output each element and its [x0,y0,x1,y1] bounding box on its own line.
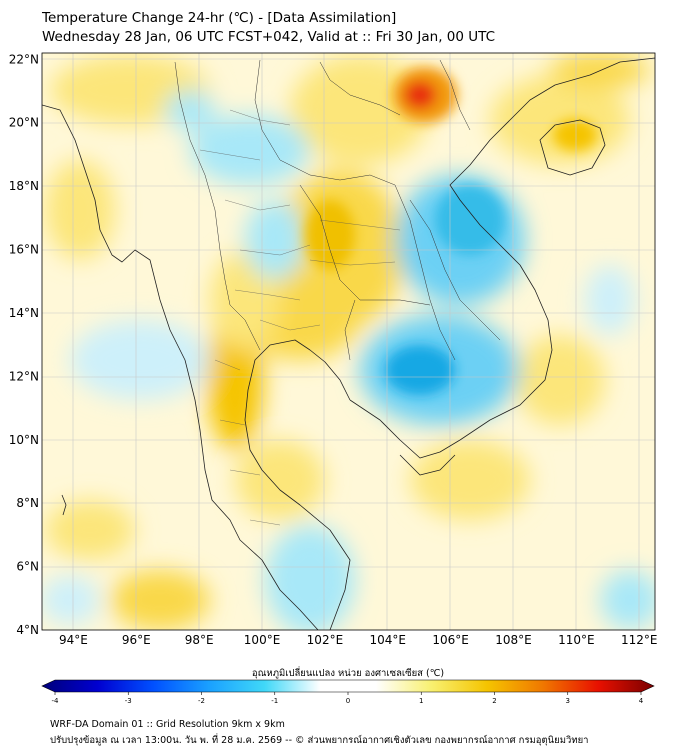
latitude-tick-label: 16°N [9,243,39,257]
warm-area [515,335,605,425]
colorbar-tick-label: 4 [639,697,644,705]
warm-area [235,440,325,520]
hot-core [404,81,436,109]
latitude-tick-label: 6°N [16,560,39,574]
warm-core [305,200,355,270]
colorbar-tick-label: 0 [346,697,350,705]
colorbar-tick-label: -1 [271,697,278,705]
cool-area [165,90,215,130]
longitude-tick-label: 106°E [432,633,469,647]
colorbar-tick-label: -2 [198,697,205,705]
warm-area [45,160,115,260]
warm-area [410,440,530,520]
colorbar-label: อุณหภูมิเปลี่ยนแปลง หน่วย องศาเซลเซียส (… [252,666,444,679]
cool-area [245,200,305,280]
latitude-tick-label: 4°N [16,623,39,637]
cool-core [435,185,505,255]
cool-core [385,345,455,395]
longitude-tick-label: 96°E [122,633,151,647]
warm-area [110,570,210,630]
warm-area [490,75,630,165]
cool-area [190,115,310,185]
cool-area [600,570,655,630]
colorbar-tick-label: 2 [492,697,496,705]
colorbar-tick-label: 1 [419,697,423,705]
warm-area [45,500,135,560]
latitude-tick-label: 8°N [16,496,39,510]
warm-area [290,55,430,165]
cool-area [70,320,210,400]
latitude-labels: 4°N 6°N 8°N 10°N 12°N 14°N 16°N 18°N 20°N 22°N [9,52,39,637]
longitude-tick-label: 102°E [307,633,344,647]
longitude-tick-label: 104°E [370,633,407,647]
colorbar-tick-label: -3 [125,697,132,705]
colorbar: อุณหภูมิเปลี่ยนแปลง หน่วย องศาเซลเซียส (… [41,666,655,705]
longitude-labels: 94°E 96°E 98°E 100°E 102°E 104°E 106°E 108°E 110… [59,633,658,647]
footer-resolution: WRF-DA Domain 01 :: Grid Resolution 9km … [50,719,285,730]
country-borders [174,59,501,361]
colorbar-tick-label: -4 [52,697,60,705]
longitude-tick-label: 94°E [59,633,88,647]
longitude-tick-label: 110°E [558,633,595,647]
colorbar-gradient [41,679,655,693]
longitude-tick-label: 100°E [244,633,281,647]
latitude-tick-label: 18°N [9,179,39,193]
longitude-tick-label: 108°E [495,633,532,647]
latitude-tick-label: 12°N [9,369,39,383]
colorbar-ticks: -4 -3 -2 -1 0 1 2 3 4 [52,692,644,705]
chart-subtitle: Wednesday 28 Jan, 06 UTC FCST+042, Valid… [42,29,496,45]
temperature-map: 4°N 6°N 8°N 10°N 12°N 14°N 16°N 18°N 20°N 22°N 94… [9,52,658,647]
gridlines [42,53,655,630]
latitude-tick-label: 10°N [9,433,39,447]
colorbar-tick-label: 3 [566,697,570,705]
cool-area [265,525,355,630]
latitude-tick-label: 22°N [9,52,39,66]
warm-core [553,119,597,151]
chart-title: Temperature Change 24-hr (℃) - [Data Ass… [42,10,397,26]
footer-credit: ปรับปรุงข้อมูล ณ เวลา 13:00น. วัน พ. ที่… [50,735,589,746]
cool-area [585,265,635,335]
latitude-tick-label: 20°N [9,116,39,130]
warm-area [550,53,650,88]
coastlines [42,57,655,630]
map-frame [41,52,656,631]
latitude-tick-label: 14°N [9,306,39,320]
longitude-tick-label: 98°E [185,633,214,647]
province-borders [199,109,401,526]
cool-area [42,575,100,625]
temperature-field [42,53,655,630]
longitude-tick-label: 112°E [621,633,658,647]
